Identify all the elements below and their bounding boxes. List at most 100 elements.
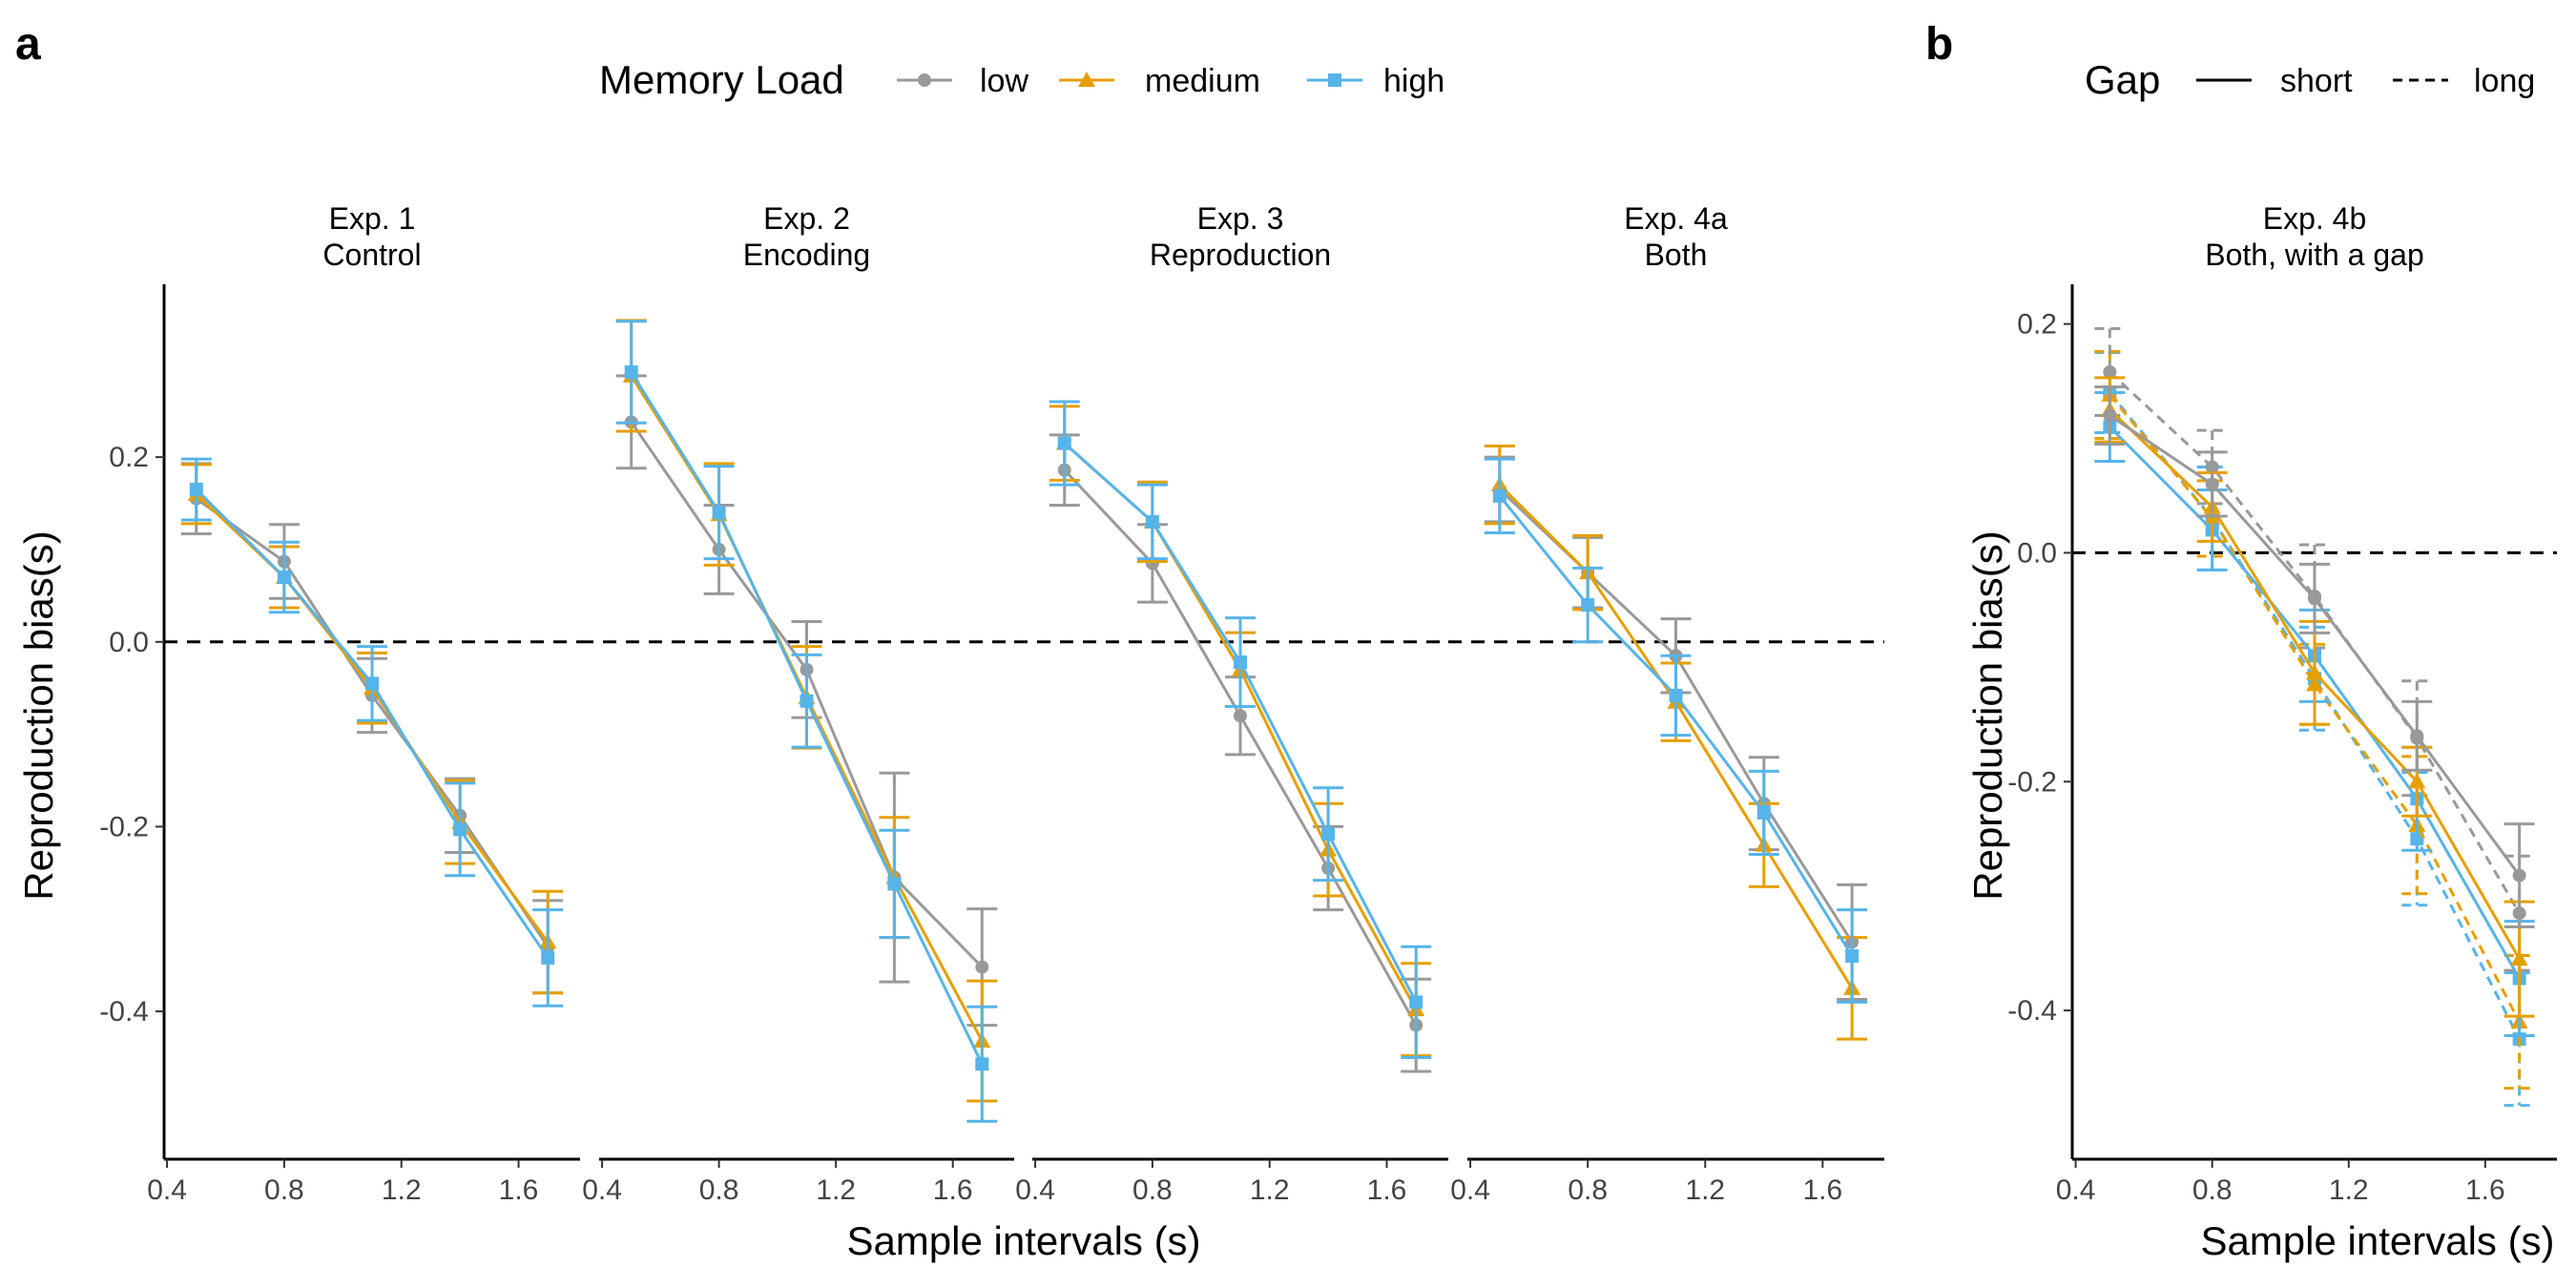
data-point — [975, 960, 989, 974]
panel-b-title-line1: Exp. 4b — [2263, 201, 2367, 236]
facet-2-title-line2: Encoding — [743, 238, 870, 272]
facet-2-x-tick-label: 1.6 — [933, 1174, 973, 1206]
legend-label-low: low — [980, 63, 1028, 99]
panel-b-x-tick-label: 1.2 — [2329, 1174, 2369, 1206]
series-line — [2109, 393, 2521, 1023]
memory-load-legend-title: Memory Load — [599, 57, 844, 102]
data-point — [365, 676, 379, 691]
x-axis-title-a: Sample intervals (s) — [846, 1218, 1200, 1263]
gap-legend-title: Gap — [2085, 57, 2160, 102]
panel-letter-a: a — [15, 19, 41, 70]
legend-marker-low — [918, 73, 931, 87]
legend-marker-medium — [1078, 72, 1095, 87]
data-point — [1409, 995, 1423, 1009]
facet-3-title-line2: Reproduction — [1150, 238, 1331, 272]
legend-label-high: high — [1383, 63, 1444, 99]
panel-letter-b: b — [1925, 19, 1953, 70]
legend-label-short: short — [2280, 63, 2353, 99]
facet-1-y-tick-label: 0.0 — [109, 627, 149, 658]
data-point — [2512, 868, 2526, 883]
legend-item-medium: medium — [1059, 63, 1260, 99]
facet-2-x-tick-label: 0.8 — [699, 1174, 739, 1206]
data-point — [1057, 436, 1071, 450]
facet-1-y-tick-label: -0.4 — [99, 996, 149, 1028]
data-point — [2103, 408, 2117, 423]
data-point — [277, 571, 291, 584]
facet-1-y-tick-label: -0.2 — [99, 811, 149, 842]
data-point — [2408, 773, 2426, 789]
facet-4-title-line2: Both — [1645, 238, 1708, 272]
panel-b-x-tick-label: 1.6 — [2465, 1174, 2505, 1206]
series-high — [1484, 457, 1868, 1004]
legend-item-low: low — [897, 63, 1028, 99]
gap-legend: Gap short long — [2085, 57, 2535, 102]
legend-marker-high — [1328, 73, 1341, 87]
facet-1-x-tick-label: 1.6 — [499, 1174, 539, 1206]
facet-3-x-tick-label: 0.8 — [1132, 1174, 1173, 1206]
facet-4-title-line1: Exp. 4a — [1624, 201, 1728, 236]
series-high — [1049, 400, 1432, 1059]
data-point — [1145, 514, 1159, 529]
facet-4-x-tick-label: 1.2 — [1685, 1174, 1725, 1206]
series-low — [180, 462, 564, 995]
facet-1-title-line2: Control — [322, 238, 421, 272]
panel-b-y-tick-label: 0.0 — [2017, 537, 2057, 569]
facet-2-x-tick-label: 1.2 — [816, 1174, 856, 1206]
series-medium — [1484, 445, 1868, 1041]
data-point — [1581, 598, 1595, 613]
panel-b-x-tick-label: 0.8 — [2192, 1174, 2233, 1206]
facet-3-title-line1: Exp. 3 — [1197, 201, 1284, 236]
legend-label-long: long — [2474, 63, 2535, 99]
data-point — [2510, 950, 2528, 966]
series-low — [1049, 433, 1432, 1073]
series-line — [2109, 391, 2521, 1040]
data-point — [1845, 948, 1859, 963]
legend-item-high: high — [1307, 63, 1444, 99]
facet-1-x-tick-label: 0.4 — [147, 1174, 187, 1206]
data-point — [712, 506, 726, 520]
data-point — [1492, 488, 1506, 503]
facet-1-title-line1: Exp. 1 — [329, 201, 416, 236]
data-point — [453, 822, 467, 837]
data-point — [624, 365, 638, 380]
memory-load-legend: Memory Load low medium high — [599, 57, 1444, 102]
data-point — [1669, 688, 1683, 702]
data-point — [2205, 477, 2219, 491]
facet-1-x-tick-label: 0.8 — [264, 1174, 304, 1206]
facet-4-x-tick-label: 0.8 — [1568, 1174, 1608, 1206]
x-axis-title-b: Sample intervals (s) — [2200, 1218, 2554, 1263]
data-point — [1234, 709, 1247, 723]
panel-b-x-tick-label: 0.4 — [2056, 1174, 2096, 1206]
panel-b-title-line2: Both, with a gap — [2205, 238, 2423, 272]
panel-b-y-tick-label: -0.4 — [2007, 995, 2057, 1027]
legend-item-long: long — [2393, 63, 2535, 99]
data-point — [800, 694, 814, 708]
y-axis-title-a: Reproduction bias(s) — [16, 530, 61, 901]
data-point — [887, 877, 902, 891]
y-axis-title-b: Reproduction bias(s) — [1965, 530, 2010, 901]
facet-4-x-tick-label: 1.6 — [1803, 1174, 1843, 1206]
facet-3-x-tick-label: 1.2 — [1250, 1174, 1290, 1206]
facet-2-title-line1: Exp. 2 — [763, 201, 850, 236]
data-point — [2306, 664, 2323, 680]
data-point — [1234, 655, 1247, 670]
facet-3-x-tick-label: 0.4 — [1015, 1174, 1055, 1206]
series-medium-short — [2094, 376, 2535, 1018]
series-low-short — [2094, 385, 2535, 929]
data-point — [189, 483, 203, 497]
panel-b-y-tick-label: 0.2 — [2017, 309, 2057, 341]
facet-2-x-tick-label: 0.4 — [582, 1174, 622, 1206]
data-point — [975, 1057, 989, 1071]
facet-3-x-tick-label: 1.6 — [1367, 1174, 1407, 1206]
data-point — [1756, 805, 1771, 820]
data-point — [2410, 729, 2424, 743]
data-point — [2103, 364, 2117, 379]
data-point — [1321, 827, 1336, 841]
